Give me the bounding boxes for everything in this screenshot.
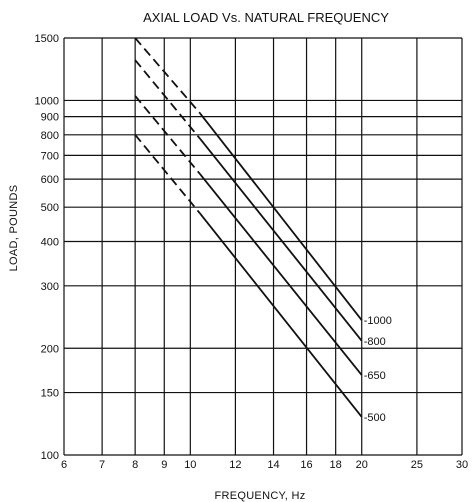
chart-title: AXIAL LOAD Vs. NATURAL FREQUENCY xyxy=(143,10,389,25)
y-tick-label: 1500 xyxy=(35,33,59,45)
x-tick-label: 9 xyxy=(161,459,167,471)
x-tick-label: 12 xyxy=(229,459,241,471)
series-line-dashed xyxy=(134,95,201,175)
y-tick-label: 500 xyxy=(41,202,59,214)
x-axis-title: FREQUENCY, Hz xyxy=(214,490,305,502)
series-lines xyxy=(134,37,363,418)
y-tick-labels: 100 150 200 300 400 500 600 700 800 900 1000 1500 xyxy=(35,33,59,462)
y-tick-label: 600 xyxy=(41,174,59,186)
series-label: -500 xyxy=(364,412,386,424)
series-label: -650 xyxy=(364,370,386,382)
series-line-solid xyxy=(199,173,363,376)
series-line-dashed xyxy=(134,134,201,215)
x-tick-labels: 6 7 8 9 10 12 14 16 18 20 25 30 xyxy=(61,459,468,471)
series-labels: -1000 -800 -650 -500 xyxy=(364,315,392,424)
y-tick-label: 400 xyxy=(41,237,59,249)
y-axis-title: LOAD, POUNDS xyxy=(8,185,20,272)
series-label: -800 xyxy=(364,336,386,348)
series-line-solid xyxy=(199,138,363,342)
y-tick-label: 700 xyxy=(41,150,59,162)
y-tick-label: 300 xyxy=(41,281,59,293)
grid xyxy=(63,37,463,456)
y-tick-label: 150 xyxy=(41,388,59,400)
y-tick-label: 900 xyxy=(41,112,59,124)
y-tick-label: 800 xyxy=(41,130,59,142)
x-tick-label: 25 xyxy=(411,459,423,471)
y-tick-label: 200 xyxy=(41,343,59,355)
x-tick-label: 10 xyxy=(184,459,196,471)
series-label: -1000 xyxy=(364,315,392,327)
x-tick-label: 20 xyxy=(356,459,368,471)
x-tick-label: 16 xyxy=(300,459,312,471)
y-tick-label: 1000 xyxy=(35,95,59,107)
series-line-solid xyxy=(199,112,363,321)
series-line-dashed xyxy=(134,59,201,140)
series-line-solid xyxy=(199,212,363,418)
x-tick-label: 7 xyxy=(99,459,105,471)
y-tick-label: 100 xyxy=(41,450,59,462)
x-tick-label: 14 xyxy=(267,459,279,471)
x-tick-label: 8 xyxy=(132,459,138,471)
x-tick-label: 6 xyxy=(61,459,67,471)
x-tick-label: 30 xyxy=(456,459,468,471)
series-line-dashed xyxy=(134,37,201,114)
x-tick-label: 18 xyxy=(330,459,342,471)
